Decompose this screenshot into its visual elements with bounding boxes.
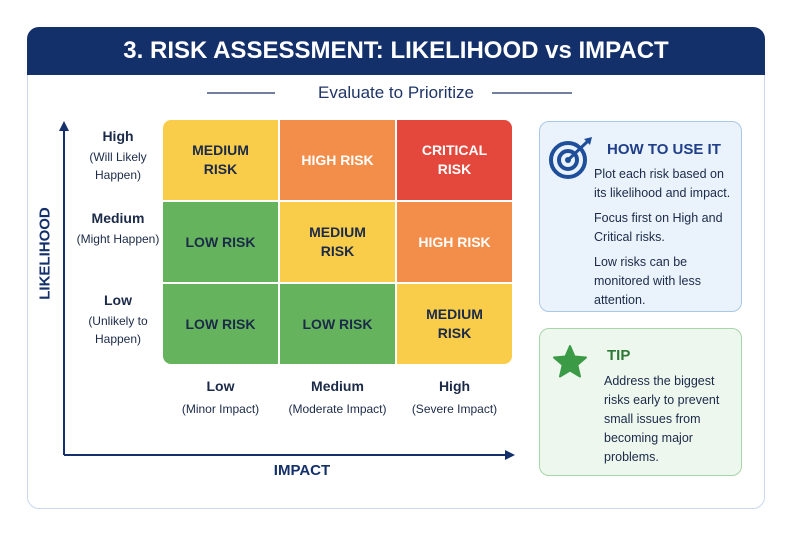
risk-label: MEDIUM RISK <box>309 224 366 259</box>
risk-cell: LOW RISK <box>163 202 278 282</box>
row-label-title: Low <box>104 292 132 308</box>
paragraph: Low risks can be monitored with less att… <box>594 255 701 307</box>
panel-title: TIP <box>607 347 631 364</box>
risk-cell: MEDIUM RISK <box>397 284 512 364</box>
target-icon <box>549 137 592 179</box>
row-label-sub: (Will Likely Happen) <box>89 150 147 182</box>
title: 3. RISK ASSESSMENT: LIKELIHOOD vs IMPACT <box>123 37 669 64</box>
panel-text: Address the biggest risks early to preve… <box>604 372 736 473</box>
risk-cell: LOW RISK <box>163 284 278 364</box>
column-label-title: Medium <box>311 378 364 394</box>
paragraph: Plot each risk based on its likelihood a… <box>594 167 731 200</box>
risk-cell: CRITICAL RISK <box>397 120 512 200</box>
risk-label: LOW RISK <box>185 315 256 332</box>
risk-label: MEDIUM RISK <box>426 306 483 341</box>
risk-cell: HIGH RISK <box>397 202 512 282</box>
column-label-sub: (Severe Impact) <box>411 402 498 416</box>
row-label: Medium (Might Happen) <box>63 210 173 248</box>
header-bar: 3. RISK ASSESSMENT: LIKELIHOOD vs IMPACT <box>27 27 765 75</box>
subtitle: Evaluate to Prioritize <box>318 83 474 102</box>
column-label: Low (Minor Impact) <box>162 378 279 418</box>
arrow <box>505 450 515 460</box>
column-label: Medium (Moderate Impact) <box>279 378 396 418</box>
panel-text: Plot each risk based on its likelihood a… <box>594 165 739 316</box>
risk-cell: LOW RISK <box>280 284 395 364</box>
risk-label: HIGH RISK <box>301 151 374 168</box>
risk-label: HIGH RISK <box>418 233 491 250</box>
row-label: High (Will Likely Happen) <box>63 128 173 184</box>
arrow <box>59 121 69 131</box>
y-axis-label: LIKELIHOOD <box>36 207 54 300</box>
column-label-sub: (Minor Impact) <box>181 402 260 416</box>
row-label-title: High <box>102 128 134 144</box>
paragraph: Focus first on High and Critical risks. <box>594 211 723 244</box>
paragraph: Address the biggest risks early to preve… <box>604 374 720 464</box>
row-label-title: Medium <box>91 210 145 226</box>
risk-label: LOW RISK <box>302 315 373 332</box>
column-label-title: High <box>438 378 471 394</box>
row-label-sub: (Might Happen) <box>76 232 160 246</box>
risk-cell: HIGH RISK <box>280 120 395 200</box>
column-label: High (Severe Impact) <box>396 378 513 418</box>
risk-label: CRITICAL RISK <box>421 142 488 177</box>
risk-cell: MEDIUM RISK <box>163 120 278 200</box>
row-label: Low (Unlikely to Happen) <box>63 292 173 348</box>
column-label-title: Low <box>206 378 235 394</box>
risk-cell: MEDIUM RISK <box>280 202 395 282</box>
column-label-sub: (Moderate Impact) <box>288 402 387 416</box>
x-axis-label: IMPACT <box>273 462 331 479</box>
row-label-sub: (Unlikely to Happen) <box>88 314 148 346</box>
risk-label: MEDIUM RISK <box>192 142 249 177</box>
risk-label: LOW RISK <box>185 233 256 250</box>
panel-title: HOW TO USE IT <box>607 141 721 158</box>
star-icon <box>553 345 587 378</box>
